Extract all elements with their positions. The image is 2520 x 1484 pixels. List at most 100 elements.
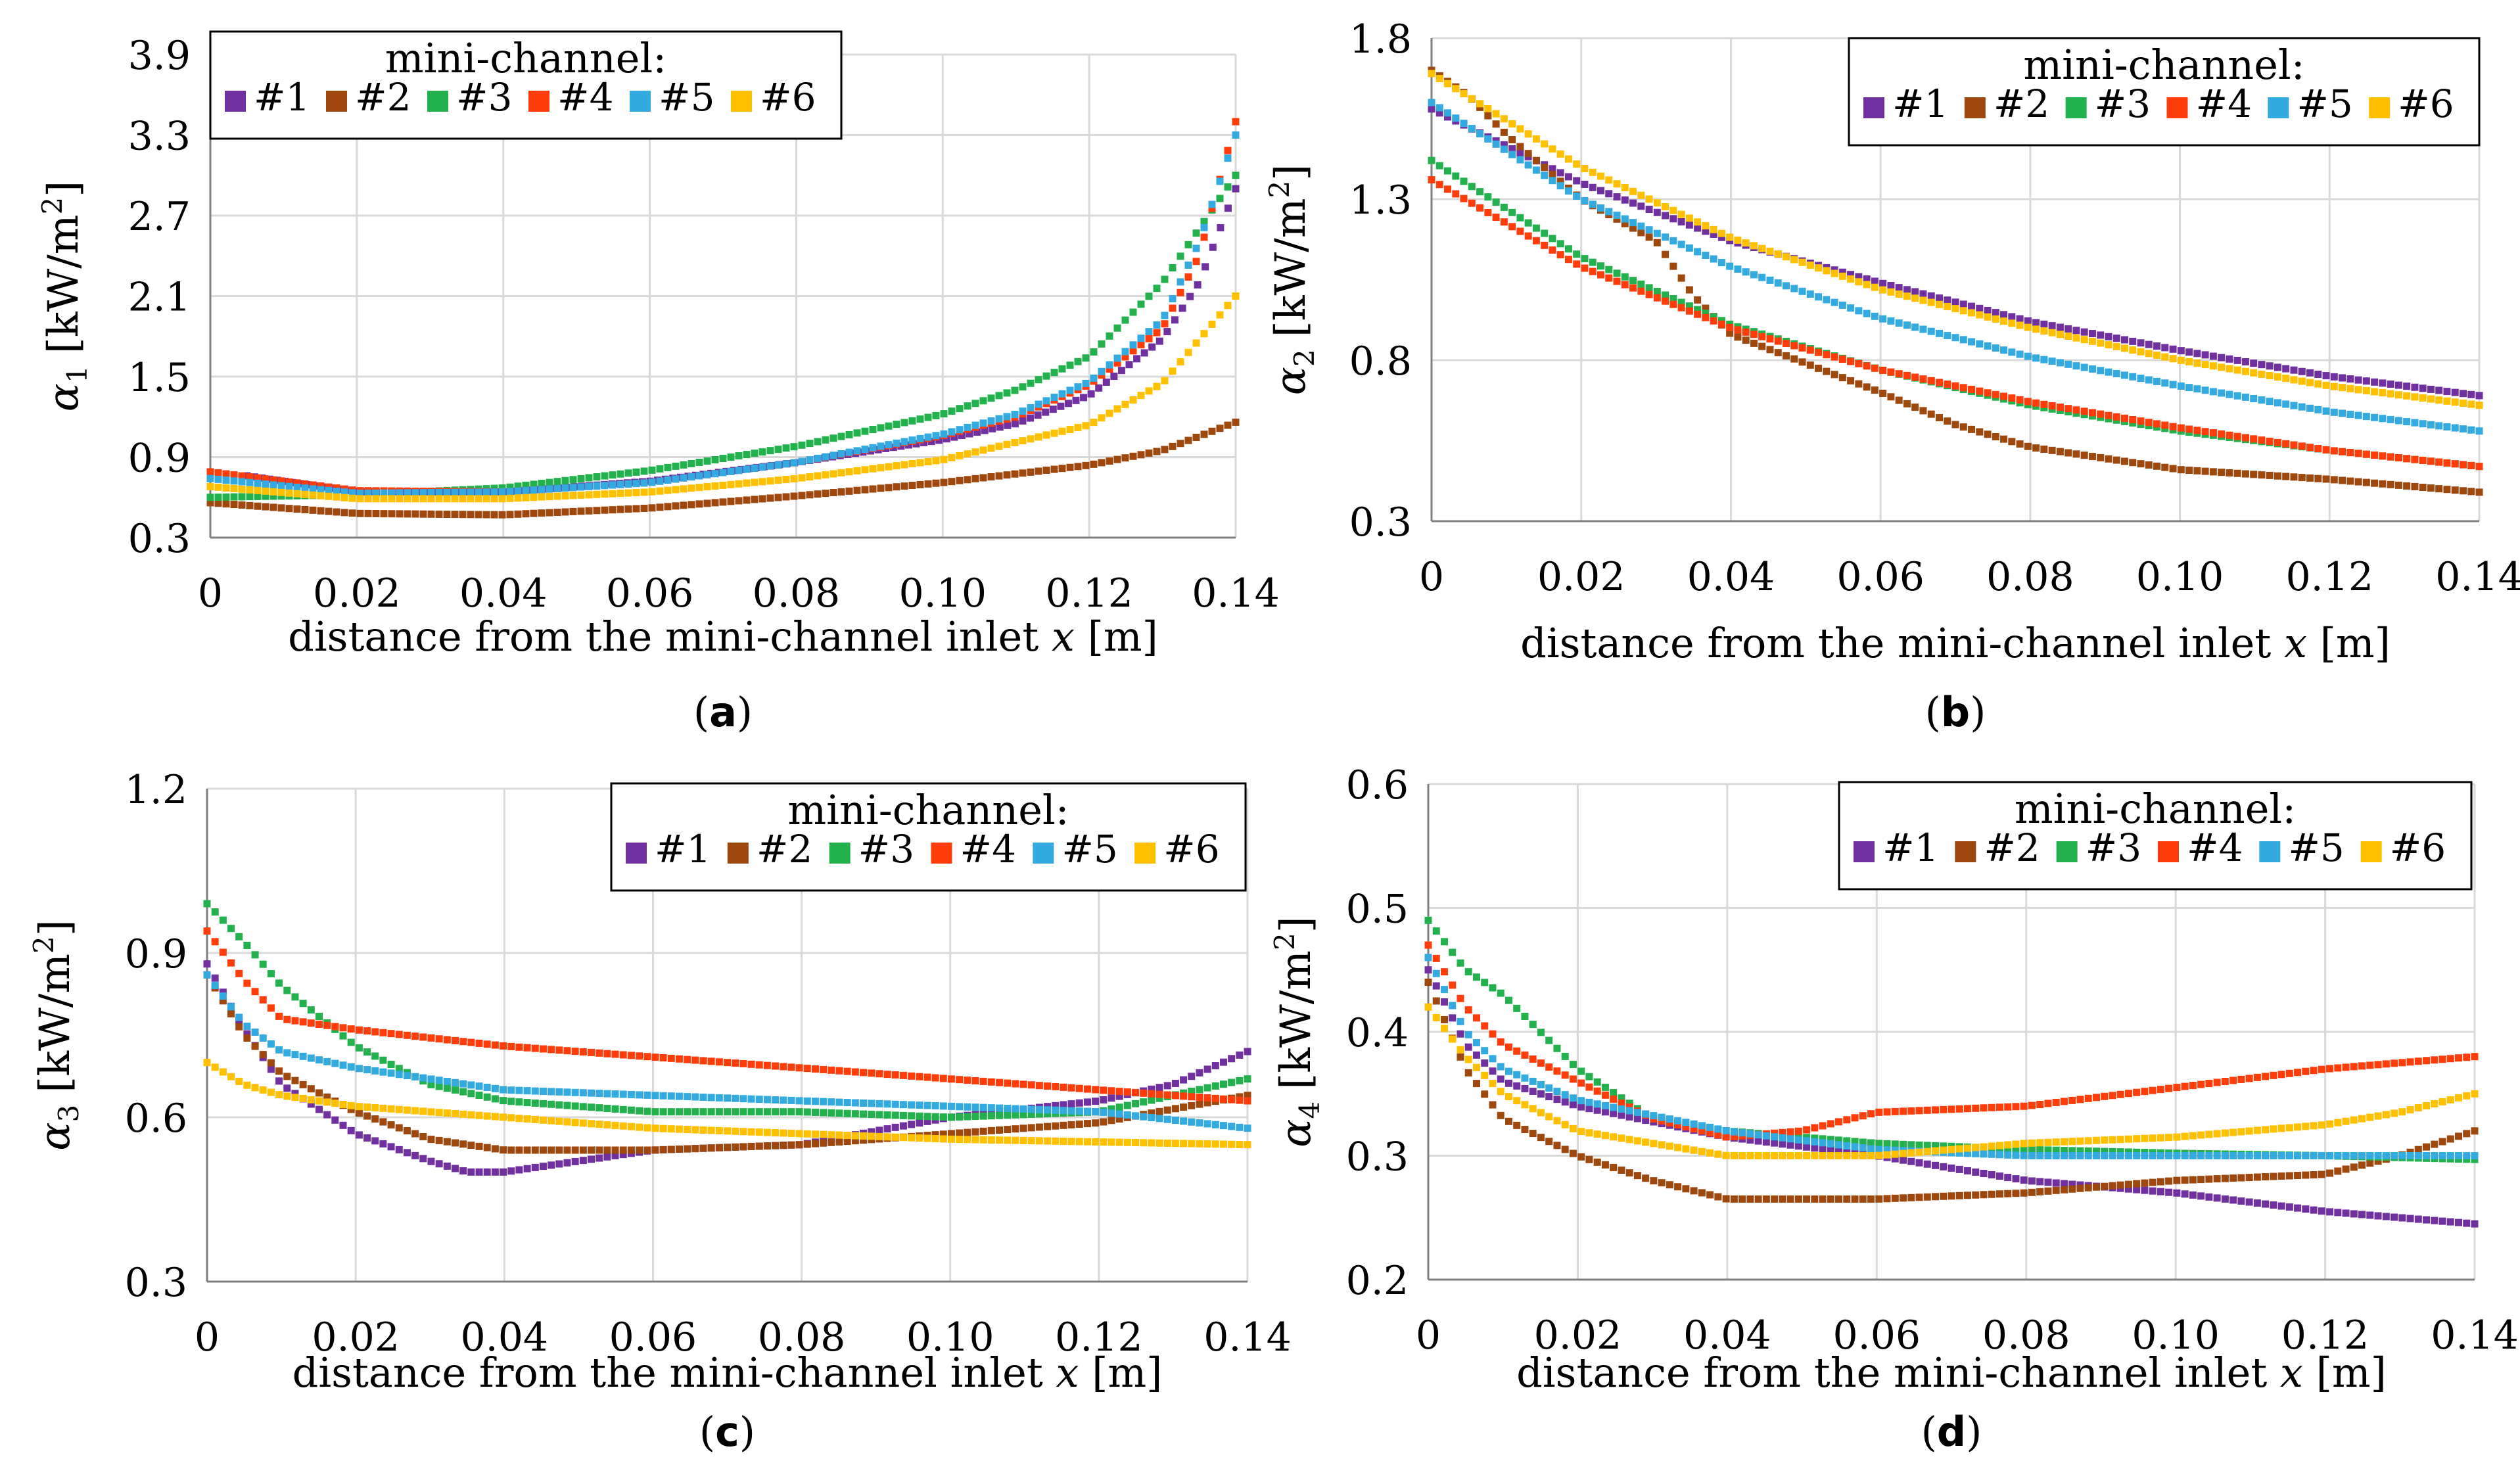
data-point [1163,1106,1171,1114]
legend-entry: #6 [731,75,816,120]
data-point [1637,229,1645,237]
data-point [758,463,766,471]
data-point [1044,1123,1052,1130]
data-point [227,1010,235,1018]
data-point [2346,410,2354,418]
data-point [900,438,908,446]
data-point [561,492,569,499]
data-point [1457,1017,1464,1025]
data-point [1553,1088,1561,1096]
panel-letter: c [715,1408,739,1456]
data-point [1984,313,1992,321]
data-point [1163,1139,1171,1147]
data-point [2036,1146,2044,1154]
data-point [1976,304,1984,312]
data-point [868,1132,875,1140]
data-point [1717,233,1725,241]
data-point [755,1061,763,1069]
data-point [2358,1211,2366,1218]
data-point [2241,470,2249,478]
data-point [1012,1136,1019,1144]
data-point [2221,1195,2229,1203]
data-point [724,1108,731,1116]
data-point [619,1051,627,1059]
y-axis-superscript: 2 [36,197,68,215]
data-point [587,1155,595,1163]
data-point [1236,1051,1244,1059]
data-point [317,507,325,515]
y-tick-label: 3.9 [128,33,191,79]
data-point [1516,125,1524,133]
legend-swatch [1863,97,1884,118]
data-point [885,422,893,430]
data-point [531,1087,539,1095]
data-point [2024,323,2032,331]
data-point [1489,984,1497,992]
data-point [435,1082,443,1090]
data-point [522,494,530,501]
data-point [1561,1052,1569,1060]
data-point [1224,421,1232,429]
data-point [795,1097,803,1105]
y-axis-unit: [kW/m [1267,198,1315,337]
data-point [1121,316,1129,324]
data-point [498,484,506,492]
data-point [2141,1179,2149,1187]
data-point [1042,467,1050,475]
data-point [916,1073,923,1080]
x-tick-label: 0.08 [1982,1312,2070,1358]
data-point [1875,1151,1883,1159]
data-point [301,505,309,513]
data-point [703,457,711,465]
data-point [1581,264,1589,272]
data-point [603,1090,611,1098]
data-point [924,433,932,441]
data-point [333,493,340,501]
data-point [640,479,648,487]
data-point [293,505,301,513]
data-point [811,1098,819,1105]
data-point [2262,1152,2270,1159]
data-point [2201,351,2209,359]
data-point [624,489,632,497]
data-point [772,1062,780,1070]
data-point [203,960,211,968]
data-point [2423,1057,2431,1065]
data-point [782,476,790,484]
data-point [2124,1135,2132,1143]
data-point [656,487,664,495]
data-point [491,1113,499,1121]
data-point [601,482,609,490]
legend-swatch [2268,97,2289,118]
data-point [2419,484,2427,492]
data-point [2229,1077,2237,1084]
data-point [206,468,214,476]
data-point [1452,172,1460,180]
data-point [1714,1131,1722,1139]
data-point [1988,1171,1995,1178]
data-point [2065,332,2072,340]
data-point [2250,471,2258,478]
data-point [2285,1172,2293,1180]
data-point [772,1142,780,1149]
data-point [427,1034,435,1042]
data-point [1123,1088,1131,1096]
data-point [2266,471,2274,479]
data-point [2306,369,2314,377]
data-point [2339,448,2346,455]
data-point [1521,1013,1529,1021]
data-point [2403,392,2411,400]
data-point [1219,1080,1227,1088]
data-point [1188,1093,1196,1101]
x-tick-label: 0.02 [1537,554,1625,600]
data-point [971,1077,979,1084]
data-point [1666,1142,1673,1150]
data-point [259,996,267,1004]
data-point [603,1153,611,1161]
data-point [1642,1116,1650,1124]
data-point [1662,203,1669,211]
x-tick-label: 0.12 [1055,1314,1143,1360]
data-point [1049,406,1057,413]
data-point [2443,423,2451,430]
data-point [1188,1073,1196,1080]
